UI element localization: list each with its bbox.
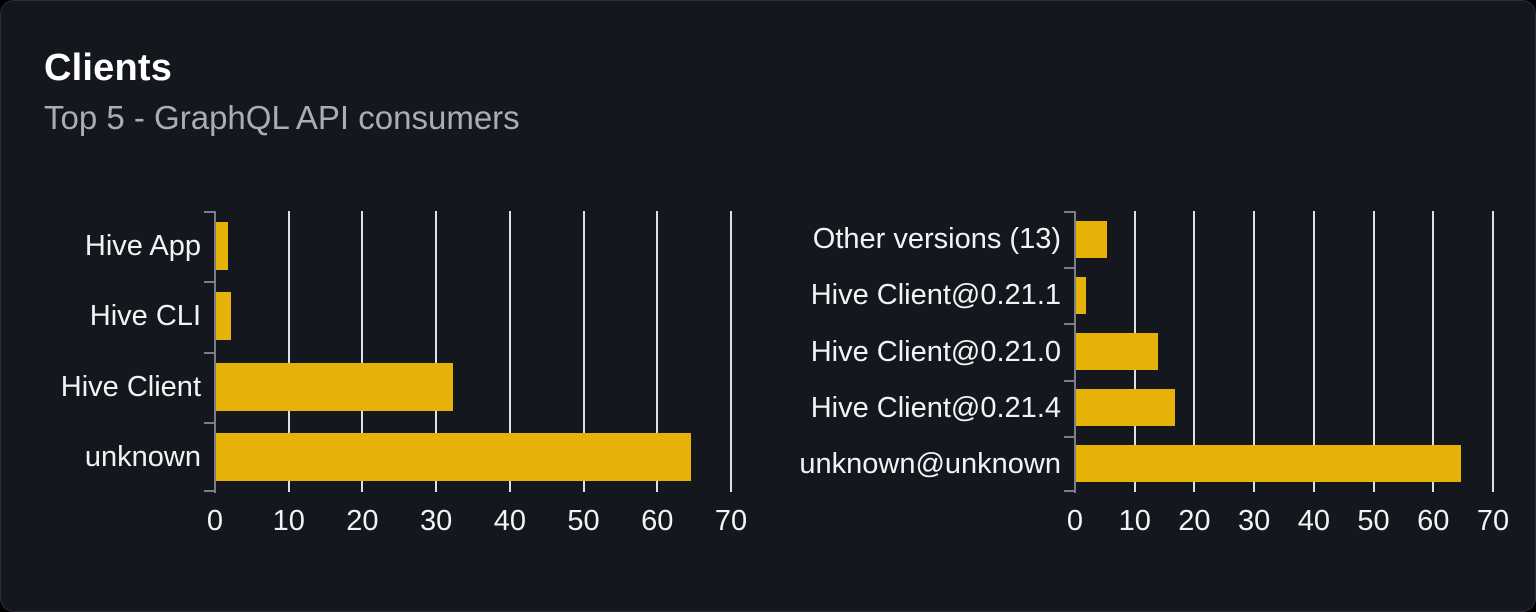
panel-title: Clients <box>44 47 173 89</box>
bar-hive-client-0-21-4[interactable] <box>1076 389 1175 427</box>
grid-line <box>508 211 511 492</box>
bar-hive-client-0-21-1[interactable] <box>1076 276 1087 314</box>
clients-bar-chart: 0 10 20 30 40 50 60 70 Hive App Hive CLI Hive Clie… <box>61 211 747 537</box>
x-axis-tick-label: 60 <box>1417 505 1450 537</box>
grid-line <box>730 211 732 492</box>
bar-hive-app[interactable] <box>216 222 228 271</box>
y-axis-tick <box>204 490 215 492</box>
grid-line <box>361 211 364 492</box>
y-axis-tick <box>204 421 215 424</box>
y-axis-tick <box>204 351 215 354</box>
y-axis-tick <box>1064 379 1075 382</box>
grid-line <box>656 211 659 492</box>
grid-line <box>287 211 290 492</box>
x-axis-tick-label: 70 <box>1476 505 1510 537</box>
category-labels: Other versions (13) Hive Client@0.21.1 Hiv… <box>731 211 1075 492</box>
x-axis-tick-label: 10 <box>1118 505 1151 537</box>
x-axis-tick-label: 70 <box>714 505 748 537</box>
x-axis-tick-label: 20 <box>346 505 379 537</box>
y-axis-tick <box>1064 267 1075 270</box>
x-axis-tick-label: 50 <box>567 505 600 537</box>
grid-line <box>1253 211 1256 492</box>
y-axis-tick <box>204 211 215 213</box>
x-axis-tick-label: 60 <box>641 505 674 537</box>
category-label: unknown@unknown <box>799 447 1061 480</box>
x-axis-tick-label: 40 <box>493 505 526 537</box>
bar-unknown[interactable] <box>216 432 691 481</box>
client-versions-bar-chart: 0 10 20 30 40 50 60 70 Other versions (13) Hive C… <box>799 211 1509 537</box>
grid-line <box>435 211 438 492</box>
panel-subtitle: Top 5 - GraphQL API consumers <box>44 99 520 136</box>
bar-hive-client-0-21-0[interactable] <box>1076 333 1158 370</box>
category-label: Hive CLI <box>89 300 201 333</box>
category-label: Hive Client@0.21.1 <box>810 279 1061 312</box>
bar-hive-cli[interactable] <box>216 292 232 341</box>
bar-unknown-unknown[interactable] <box>1076 445 1461 483</box>
y-axis-line <box>214 211 216 493</box>
y-axis-line <box>1074 211 1076 493</box>
x-axis-tick-label: 10 <box>272 505 305 537</box>
y-axis-tick <box>1064 211 1075 213</box>
grid-line <box>1372 211 1375 492</box>
grid-line <box>1432 211 1435 492</box>
category-label: unknown <box>84 440 201 473</box>
category-label: Hive Client@0.21.0 <box>810 335 1061 368</box>
x-axis-tick-label: 0 <box>1066 505 1084 537</box>
category-label: Hive App <box>84 230 201 263</box>
category-label: Hive Client <box>60 370 201 403</box>
bar-other-versions-13-[interactable] <box>1076 220 1108 258</box>
x-axis-tick-label: 30 <box>1238 505 1271 537</box>
y-axis-tick <box>204 281 215 284</box>
grid-line <box>1193 211 1196 492</box>
grid-line <box>1492 211 1494 492</box>
y-axis-tick <box>1064 435 1075 438</box>
x-axis-tick-label: 50 <box>1357 505 1390 537</box>
x-axis-tick-label: 40 <box>1297 505 1330 537</box>
category-label: Other versions (13) <box>812 223 1061 256</box>
x-axis-tick-label: 30 <box>420 505 453 537</box>
x-axis-tick-label: 0 <box>206 505 224 537</box>
category-labels: Hive App Hive CLI Hive Client unknown <box>0 211 215 492</box>
bar-hive-client[interactable] <box>216 362 453 411</box>
grid-line <box>582 211 585 492</box>
x-axis-tick-label: 20 <box>1178 505 1211 537</box>
y-axis-tick <box>1064 490 1075 492</box>
y-axis-tick <box>1064 323 1075 326</box>
category-label: Hive Client@0.21.4 <box>810 391 1061 424</box>
grid-line <box>1312 211 1315 492</box>
